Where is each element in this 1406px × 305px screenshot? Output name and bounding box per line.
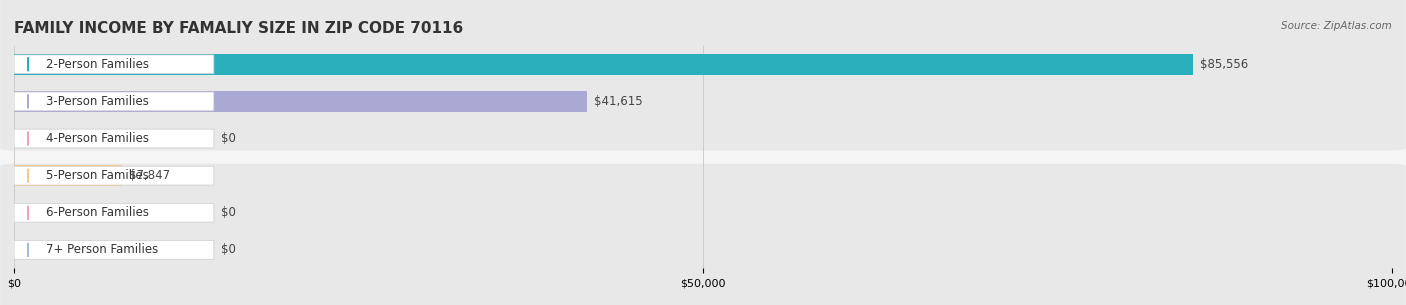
Text: 4-Person Families: 4-Person Families — [46, 132, 149, 145]
FancyBboxPatch shape — [14, 129, 214, 148]
Text: $0: $0 — [221, 243, 236, 256]
FancyBboxPatch shape — [0, 164, 1406, 305]
FancyBboxPatch shape — [14, 240, 214, 259]
Text: 6-Person Families: 6-Person Families — [46, 206, 149, 219]
FancyBboxPatch shape — [0, 0, 1406, 150]
Text: $85,556: $85,556 — [1199, 58, 1249, 71]
Bar — [14, 165, 122, 186]
Text: FAMILY INCOME BY FAMALIY SIZE IN ZIP CODE 70116: FAMILY INCOME BY FAMALIY SIZE IN ZIP COD… — [14, 21, 464, 36]
Text: 2-Person Families: 2-Person Families — [46, 58, 149, 71]
FancyBboxPatch shape — [14, 203, 214, 222]
Bar — [14, 91, 588, 112]
Text: 7+ Person Families: 7+ Person Families — [46, 243, 159, 256]
Text: $0: $0 — [221, 132, 236, 145]
FancyBboxPatch shape — [14, 55, 214, 74]
Text: 3-Person Families: 3-Person Families — [46, 95, 149, 108]
Text: Source: ZipAtlas.com: Source: ZipAtlas.com — [1281, 21, 1392, 31]
Text: $7,847: $7,847 — [129, 169, 170, 182]
Text: 5-Person Families: 5-Person Families — [46, 169, 149, 182]
Text: $0: $0 — [221, 206, 236, 219]
Bar — [14, 54, 1192, 75]
FancyBboxPatch shape — [14, 166, 214, 185]
Text: $41,615: $41,615 — [595, 95, 643, 108]
FancyBboxPatch shape — [14, 92, 214, 111]
